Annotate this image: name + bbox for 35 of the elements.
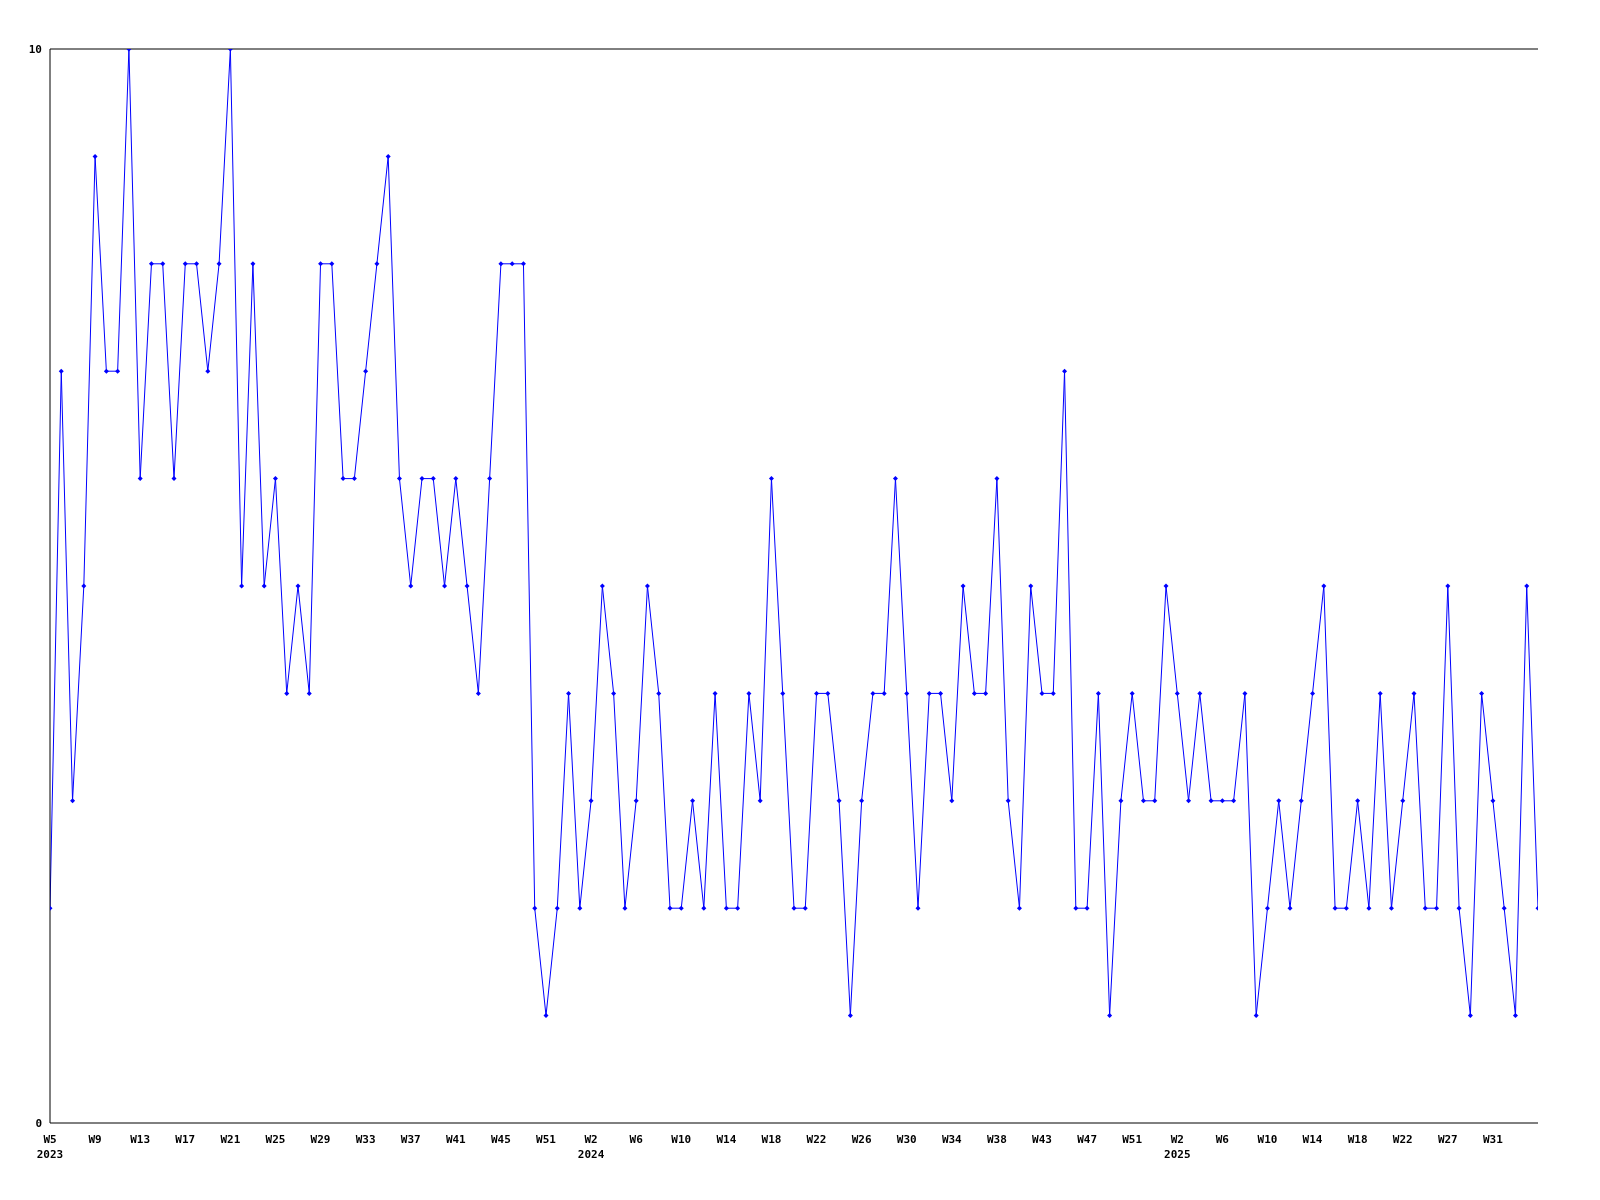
x-tick-label: W37 <box>400 1133 421 1146</box>
x-tick-label: W5 2023 <box>36 1133 64 1161</box>
x-tick-label: W6 <box>1215 1133 1230 1146</box>
x-tick-label: W9 <box>88 1133 102 1146</box>
x-tick-label: W31 <box>1482 1133 1504 1146</box>
x-tick-label: W27 <box>1437 1133 1458 1146</box>
x-tick-label: W41 <box>445 1133 467 1146</box>
y-tick-label: 0 <box>35 1116 42 1130</box>
x-tick-label: W47 <box>1077 1133 1098 1146</box>
x-tick-label: W6 <box>629 1133 644 1146</box>
x-tick-label: W30 <box>896 1133 917 1146</box>
x-tick-label: W34 <box>941 1133 963 1146</box>
x-tick-label: W22 <box>1392 1133 1413 1146</box>
x-tick-label: W45 <box>490 1133 511 1146</box>
x-tick-label: W14 <box>1302 1133 1323 1146</box>
x-tick-label: W14 <box>716 1133 737 1146</box>
x-tick-label: W51 <box>536 1133 557 1146</box>
x-tick-label: W2 2025 <box>1164 1133 1191 1161</box>
x-tick-label: W26 <box>851 1133 872 1146</box>
x-tick-label: W22 <box>806 1133 827 1146</box>
x-tick-label: W13 <box>130 1133 151 1146</box>
x-tick-label: W38 <box>986 1133 1007 1146</box>
x-tick-label: W25 <box>265 1133 286 1146</box>
x-tick-label: W2 2024 <box>577 1133 605 1161</box>
x-tick-label: W51 <box>1122 1133 1143 1146</box>
x-tick-label: W18 <box>761 1133 782 1146</box>
x-tick-label: W33 <box>355 1133 376 1146</box>
x-tick-label: W10 <box>1257 1133 1278 1146</box>
x-tick-label: W43 <box>1032 1133 1052 1146</box>
x-tick-label: W18 <box>1347 1133 1368 1146</box>
y-tick-label: 10 <box>28 42 42 56</box>
x-tick-label: W29 <box>310 1133 331 1146</box>
x-tick-label: W10 <box>671 1133 692 1146</box>
x-tick-label: W21 <box>220 1133 241 1146</box>
x-tick-label: W17 <box>175 1133 196 1146</box>
